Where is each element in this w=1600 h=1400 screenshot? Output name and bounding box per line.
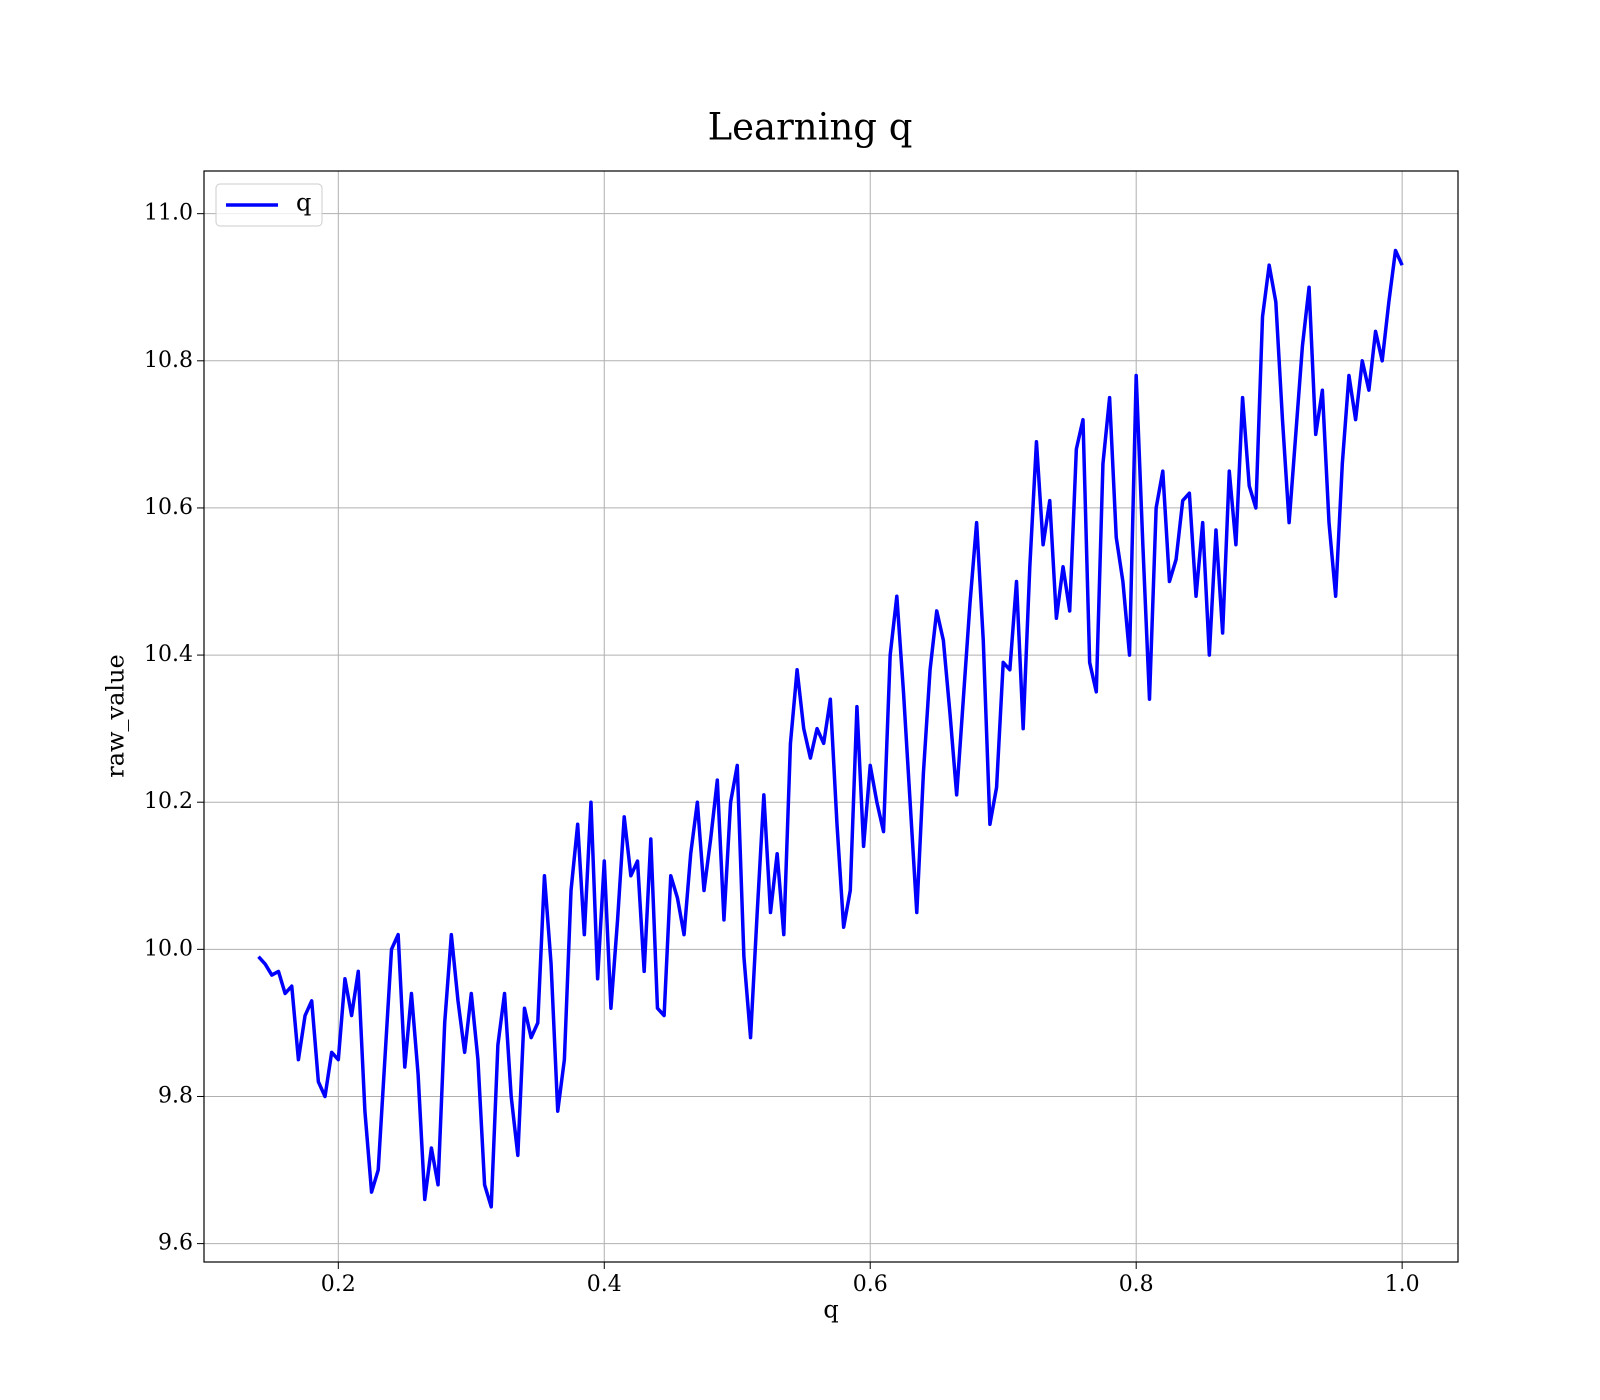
x-tick-label: 0.6	[853, 1272, 888, 1297]
y-axis-label: raw_value	[102, 654, 130, 778]
data-line	[257, 248, 1404, 1209]
y-tick-label: 10.4	[144, 642, 193, 667]
y-tick-label: 10.2	[144, 789, 193, 814]
y-tick-label: 10.0	[144, 936, 193, 961]
legend-label: q	[296, 189, 311, 217]
plot-frame	[203, 170, 1459, 1263]
x-tick-label: 1.0	[1385, 1272, 1420, 1297]
y-tick-label: 9.8	[158, 1083, 193, 1108]
y-tick-label: 11.0	[144, 201, 193, 226]
y-tick-label: 9.6	[158, 1231, 193, 1256]
x-axis-label: q	[823, 1296, 838, 1324]
x-tick-label: 0.4	[587, 1272, 622, 1297]
x-tick-label: 0.2	[321, 1272, 356, 1297]
chart-title: Learning q	[708, 106, 913, 149]
x-tick-label: 0.8	[1119, 1272, 1154, 1297]
y-tick-label: 10.6	[144, 495, 193, 520]
y-tick-label: 10.8	[144, 348, 193, 373]
